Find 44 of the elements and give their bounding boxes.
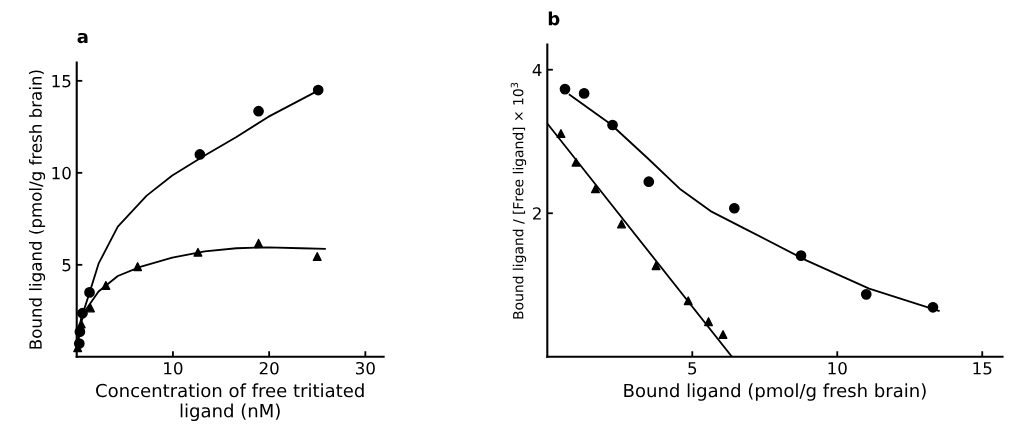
point [607, 119, 618, 131]
y-tick-label: 10 [52, 166, 71, 180]
x-axis-title: Concentration of free tritiated ligand (nM) [96, 383, 364, 422]
point [254, 238, 264, 248]
point [101, 280, 111, 290]
point [683, 296, 693, 306]
point [556, 129, 566, 139]
point [728, 202, 740, 214]
y-axis-title: Bound ligand / [Free ligand] × 10$^{3}$ [510, 82, 527, 319]
point [718, 330, 728, 340]
point [312, 252, 322, 262]
y-tick-label: 15 [52, 75, 71, 88]
point [559, 83, 571, 95]
point [578, 88, 590, 99]
point [133, 262, 143, 272]
y-axis-title: Bound ligand (pmol/g fresh brain) [28, 70, 46, 349]
y-tick-label: 2 [533, 207, 541, 220]
point [571, 157, 581, 167]
x-tick-label: 10 [164, 361, 183, 375]
x-axis-title: Bound ligand (pmol/g fresh brain) [624, 383, 926, 401]
x-tick-label: 20 [259, 361, 279, 375]
x-tick-label: 30 [356, 361, 375, 375]
point [312, 84, 324, 96]
chart-title: a [77, 32, 88, 44]
point [651, 261, 661, 271]
x-tick-label: 10 [828, 361, 847, 375]
y-tick-label: 5 [62, 258, 71, 272]
point [643, 176, 655, 188]
point [76, 319, 86, 329]
point [617, 219, 627, 229]
point [590, 184, 600, 194]
point [77, 307, 88, 319]
point [194, 149, 206, 160]
chart-title: b [548, 11, 560, 26]
point [704, 317, 714, 327]
point [927, 301, 939, 313]
y-tick-label: 4 [532, 63, 542, 77]
point [795, 250, 807, 261]
point [193, 247, 203, 257]
point [84, 287, 95, 298]
point [860, 289, 872, 300]
x-tick-label: 15 [973, 362, 992, 375]
x-tick-label: 5 [688, 362, 697, 375]
point [253, 105, 264, 117]
